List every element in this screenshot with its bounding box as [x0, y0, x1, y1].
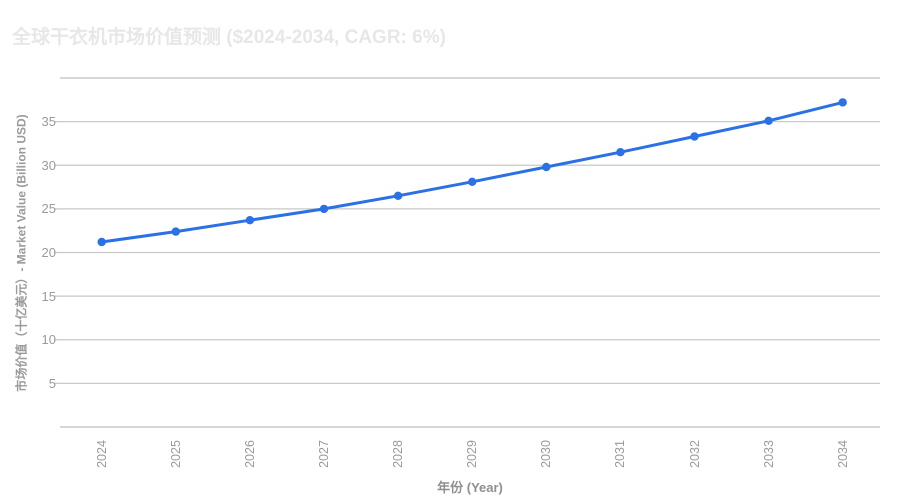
data-point-2025[interactable] [171, 227, 180, 236]
y-tick-label-30: 30 [41, 157, 56, 173]
y-tick-label-5: 5 [48, 375, 56, 391]
x-tick-label-text: 2024 [94, 440, 109, 468]
x-tick-label-2029: 2029 [452, 433, 492, 475]
y-tick-label-15: 15 [41, 288, 56, 304]
x-tick-label-text: 2032 [687, 440, 702, 468]
data-point-2029[interactable] [468, 177, 477, 186]
x-tick-label-text: 2027 [317, 440, 331, 468]
x-tick-label-2024: 2024 [82, 433, 122, 475]
data-point-2033[interactable] [764, 116, 773, 125]
x-tick-label-text: 2034 [835, 440, 850, 468]
y-tick-label-35: 35 [41, 114, 56, 130]
trend-line [100, 100, 845, 244]
data-point-2024[interactable] [97, 237, 106, 247]
x-tick-label-2025: 2025 [156, 433, 196, 475]
data-point-2028[interactable] [393, 191, 403, 200]
x-tick-label-2026: 2026 [230, 433, 270, 475]
data-point-2030[interactable] [542, 162, 551, 172]
x-tick-label-text: 2028 [391, 440, 406, 468]
x-tick-label-2030: 2030 [526, 433, 566, 475]
x-tick-label-2033: 2033 [749, 433, 789, 475]
line-chart-svg [54, 77, 880, 428]
data-point-2034[interactable] [838, 98, 847, 107]
x-tick-label-text: 2031 [613, 440, 628, 468]
x-tick-label-text: 2026 [242, 440, 257, 468]
x-tick-label-2034: 2034 [823, 433, 863, 475]
y-tick-label-25: 25 [41, 201, 56, 217]
data-point-2031[interactable] [616, 148, 625, 157]
chart-title: 全球干衣机市场价值预测 ($2024-2034, CAGR: 6%) [12, 27, 446, 48]
x-tick-label-text: 2025 [168, 440, 183, 468]
x-tick-label-text: 2029 [465, 440, 480, 468]
plot-area [54, 77, 880, 428]
y-tick-label-10: 10 [41, 332, 56, 348]
x-tick-label-2028: 2028 [378, 433, 418, 475]
data-point-2026[interactable] [245, 216, 255, 225]
x-tick-label-text: 2030 [539, 440, 554, 468]
y-tick-label-20: 20 [41, 245, 56, 260]
data-point-2027[interactable] [319, 204, 329, 214]
x-axis-title: 年份 (Year) [437, 480, 503, 495]
x-tick-label-2027: 2027 [304, 433, 344, 475]
data-point-2032[interactable] [690, 132, 699, 141]
x-tick-label-2031: 2031 [600, 433, 640, 475]
x-tick-label-2032: 2032 [675, 433, 715, 475]
x-tick-label-text: 2033 [761, 440, 776, 468]
